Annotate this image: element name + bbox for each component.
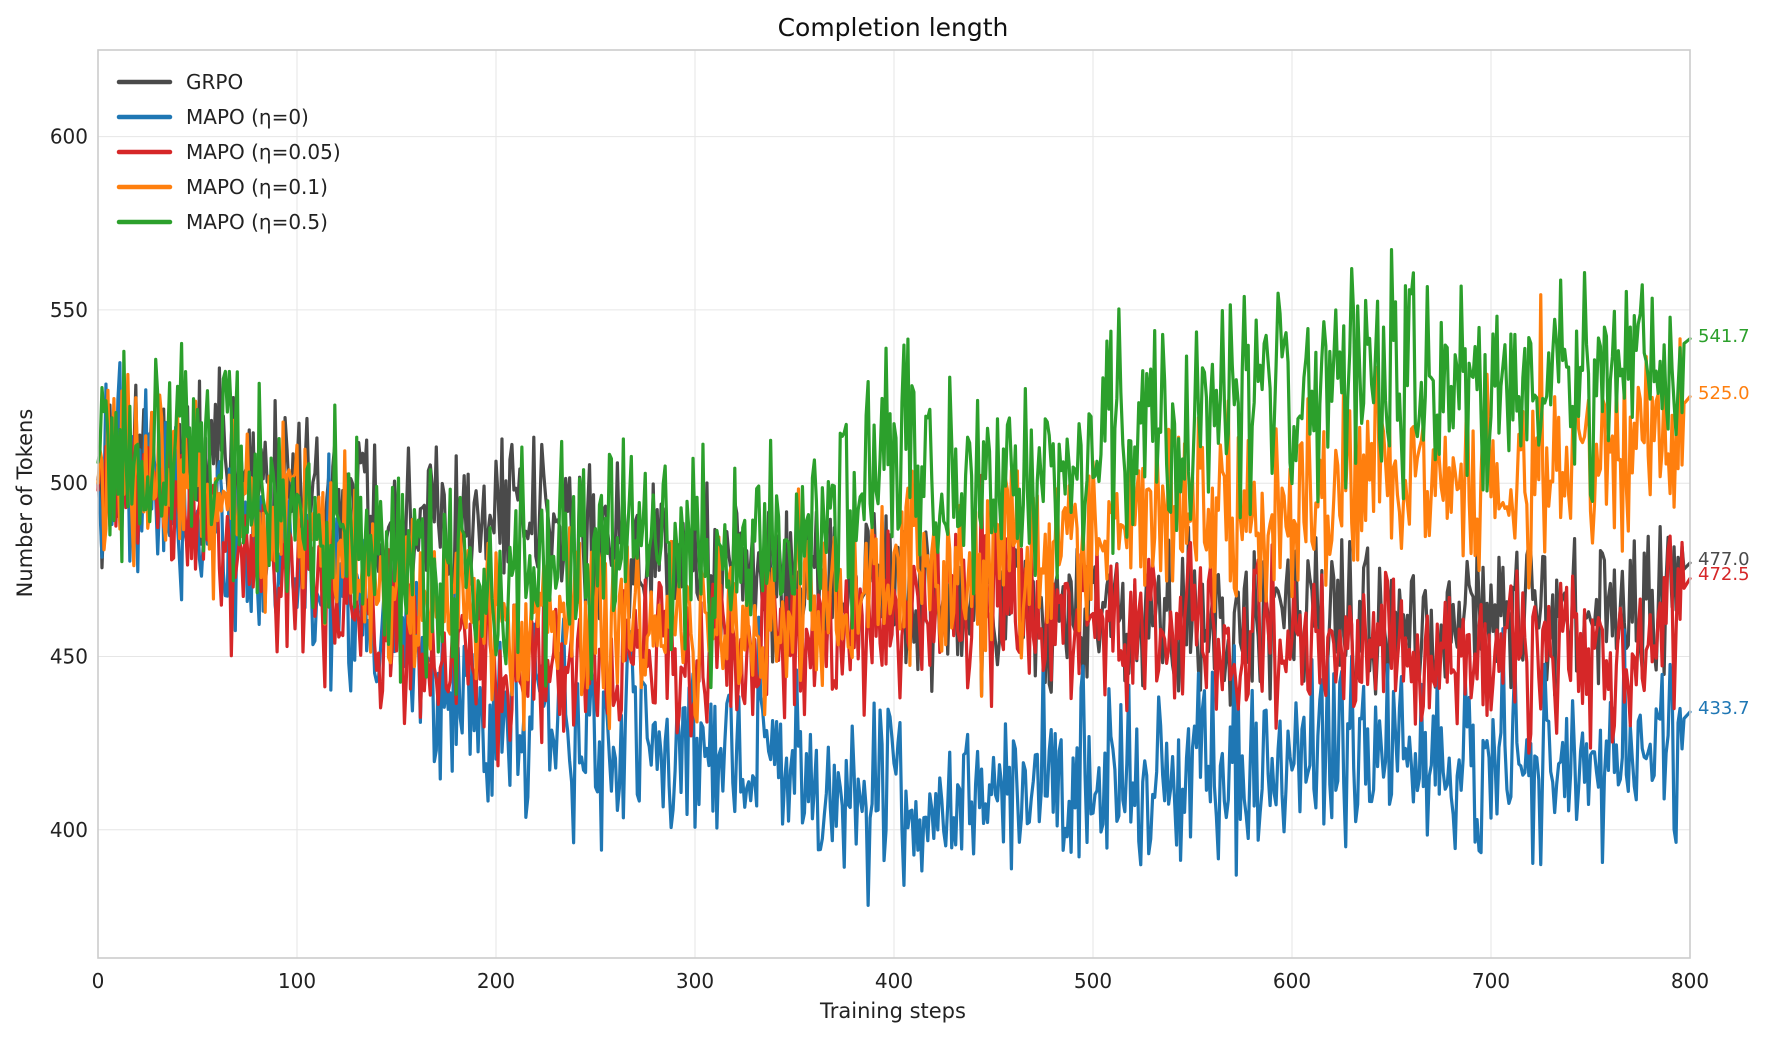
chart-title: Completion length — [778, 13, 1009, 42]
legend-label: MAPO (η=0.1) — [186, 175, 328, 199]
x-axis: 0 100 200 300 400 500 600 700 800 — [92, 969, 1709, 993]
end-value-labels: 477.0 433.7 472.5 525.0 541.7 — [1698, 326, 1750, 719]
x-tick-label: 200 — [477, 969, 515, 993]
legend: GRPO MAPO (η=0) MAPO (η=0.05) MAPO (η=0.1) M… — [116, 70, 341, 234]
end-value-label: 472.5 — [1698, 564, 1750, 585]
end-value-label: 433.7 — [1698, 698, 1750, 719]
legend-label: MAPO (η=0.5) — [186, 210, 328, 234]
x-tick-label: 800 — [1671, 969, 1709, 993]
x-tick-label: 500 — [1074, 969, 1112, 993]
x-tick-label: 100 — [278, 969, 316, 993]
y-tick-label: 400 — [50, 818, 88, 842]
x-tick-label: 0 — [92, 969, 105, 993]
x-tick-label: 400 — [875, 969, 913, 993]
end-value-label: 477.0 — [1698, 549, 1750, 570]
series-line — [96, 248, 1692, 696]
x-tick-label: 600 — [1273, 969, 1311, 993]
end-value-label: 541.7 — [1698, 326, 1750, 347]
y-tick-label: 500 — [50, 471, 88, 495]
y-axis-title: Number of Tokens — [13, 409, 37, 598]
legend-label: MAPO (η=0) — [186, 105, 309, 129]
x-axis-title: Training steps — [819, 999, 966, 1023]
series-layer — [96, 248, 1692, 907]
y-axis: 400 450 500 550 600 — [50, 125, 88, 842]
x-tick-label: 300 — [676, 969, 714, 993]
plot-frame — [97, 49, 1691, 959]
end-value-label: 525.0 — [1698, 383, 1750, 404]
y-tick-label: 450 — [50, 644, 88, 668]
legend-label: GRPO — [186, 70, 243, 94]
legend-label: MAPO (η=0.05) — [186, 140, 341, 164]
y-tick-label: 550 — [50, 298, 88, 322]
y-tick-label: 600 — [50, 125, 88, 149]
x-tick-label: 700 — [1472, 969, 1510, 993]
